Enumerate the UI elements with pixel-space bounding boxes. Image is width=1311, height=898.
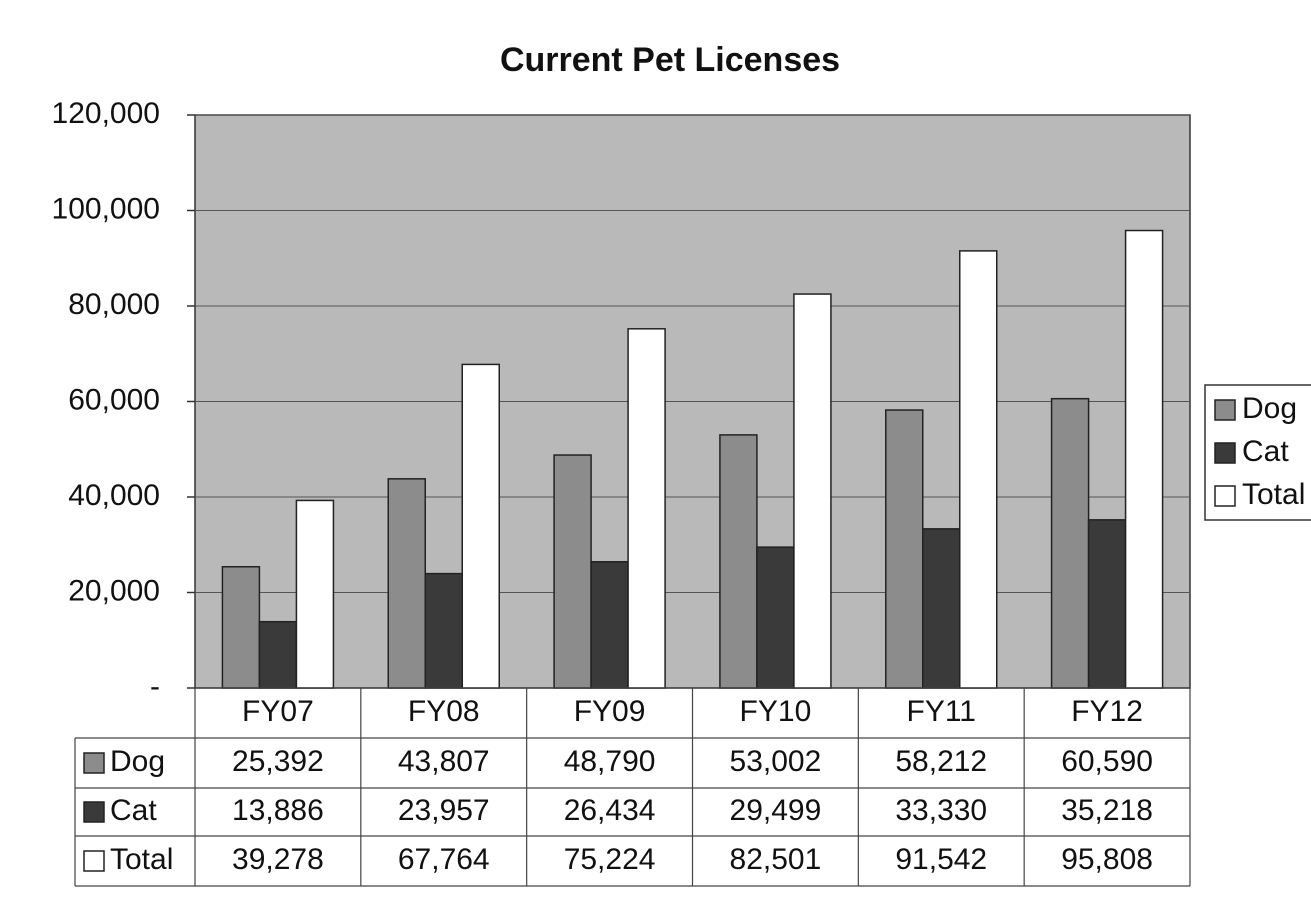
table-legend-label: Total: [110, 843, 173, 876]
table-value: 39,278: [232, 843, 324, 876]
table-value: 23,957: [398, 794, 490, 827]
x-tick-label: FY11: [907, 695, 976, 728]
table-value: 95,808: [1061, 843, 1153, 876]
x-tick-label: FY07: [242, 695, 314, 728]
bar: [756, 546, 795, 689]
table-value: 13,886: [232, 794, 324, 827]
table-legend-label: Cat: [110, 794, 157, 827]
x-tick-label: FY12: [1071, 695, 1143, 728]
legend-key: [1214, 399, 1236, 421]
bar: [258, 620, 298, 689]
bar: [627, 328, 666, 689]
y-tick-label: -: [150, 670, 160, 703]
bar: [719, 434, 758, 689]
table-value: 35,218: [1061, 794, 1153, 827]
table-value: 53,002: [730, 745, 822, 778]
bar: [461, 363, 500, 689]
table-value: 58,212: [895, 745, 987, 778]
bar: [793, 293, 832, 689]
legend-key: [1214, 442, 1236, 464]
bar: [590, 561, 629, 689]
legend-label: Dog: [1242, 392, 1297, 425]
table-value: 91,542: [895, 843, 987, 876]
table-value: 26,434: [564, 794, 656, 827]
table-value: 82,501: [730, 843, 822, 876]
legend-key: [1214, 485, 1236, 507]
bar: [424, 572, 463, 689]
bar: [885, 409, 924, 689]
table-legend-label: Dog: [110, 745, 165, 778]
table-value: 67,764: [398, 843, 490, 876]
legend-label: Cat: [1242, 435, 1289, 468]
table-legend-key: [83, 752, 105, 774]
bar: [221, 566, 261, 689]
y-tick-label: 80,000: [68, 288, 160, 321]
table-legend-key: [83, 801, 105, 823]
table-value: 75,224: [564, 843, 656, 876]
x-tick-label: FY09: [574, 695, 646, 728]
bar: [959, 250, 998, 689]
bar: [922, 528, 961, 689]
legend-label: Total: [1242, 478, 1305, 511]
bar: [1124, 229, 1164, 689]
table-value: 43,807: [398, 745, 490, 778]
bar: [1050, 397, 1090, 689]
bar: [553, 454, 592, 689]
table-value: 29,499: [730, 794, 822, 827]
bar: [295, 499, 335, 689]
y-tick-label: 100,000: [52, 192, 160, 225]
chart-title: Current Pet Licenses: [500, 41, 840, 79]
y-tick-label: 120,000: [52, 97, 160, 130]
y-tick-label: 40,000: [68, 479, 160, 512]
x-tick-label: FY10: [740, 695, 812, 728]
x-tick-label: FY08: [408, 695, 480, 728]
table-value: 60,590: [1061, 745, 1153, 778]
y-tick-label: 20,000: [68, 574, 160, 607]
bar: [1087, 519, 1127, 689]
table-value: 48,790: [564, 745, 656, 778]
bar: [387, 478, 426, 689]
table-legend-key: [83, 850, 105, 872]
table-value: 33,330: [895, 794, 987, 827]
y-tick-label: 60,000: [68, 383, 160, 416]
table-value: 25,392: [232, 745, 324, 778]
